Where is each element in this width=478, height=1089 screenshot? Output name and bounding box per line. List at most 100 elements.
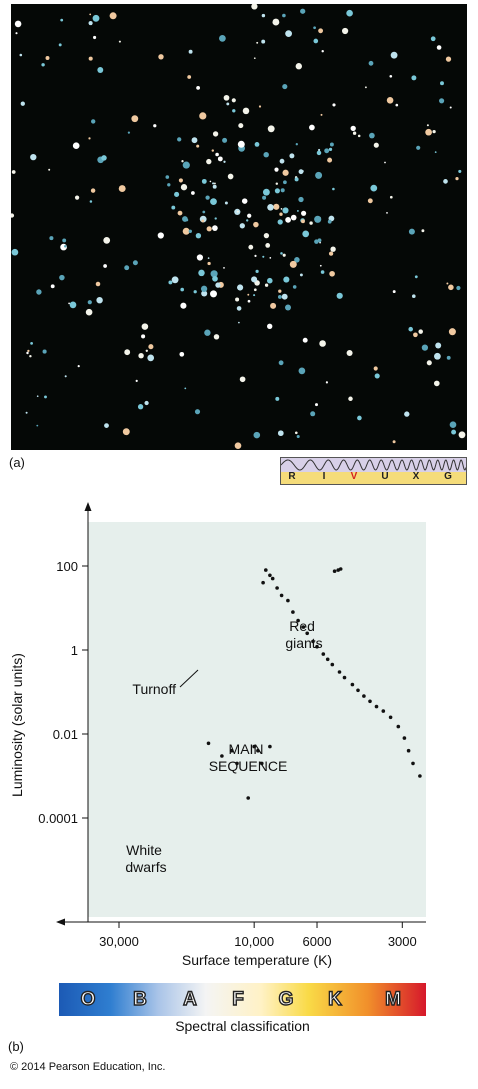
star	[315, 171, 323, 179]
star	[267, 204, 274, 211]
star	[320, 270, 325, 274]
star	[242, 107, 250, 115]
star	[434, 352, 441, 360]
star	[212, 182, 215, 185]
star	[215, 282, 221, 288]
star	[226, 102, 230, 106]
star	[264, 283, 269, 287]
star	[44, 395, 47, 399]
star	[432, 129, 436, 134]
star	[200, 285, 208, 292]
data-point-20	[362, 694, 366, 698]
star	[157, 232, 164, 239]
star	[329, 270, 335, 277]
star	[448, 328, 456, 336]
star	[104, 423, 109, 428]
star	[36, 395, 39, 398]
data-point-28	[411, 761, 415, 766]
star	[318, 148, 321, 152]
star	[320, 113, 323, 116]
data-point-27	[406, 748, 411, 753]
star	[118, 40, 121, 43]
star	[404, 411, 410, 417]
band-x: X	[412, 471, 420, 482]
star	[368, 60, 374, 66]
star	[95, 281, 101, 287]
star	[449, 106, 452, 109]
data-point-33	[206, 741, 211, 746]
star	[282, 207, 289, 214]
star	[14, 20, 22, 28]
star	[280, 208, 283, 210]
star	[180, 184, 188, 191]
star	[48, 168, 51, 171]
star	[234, 442, 242, 450]
star	[274, 188, 280, 194]
star	[15, 32, 18, 35]
star	[103, 264, 107, 268]
star	[289, 260, 297, 268]
data-point-24	[388, 715, 393, 720]
star	[167, 183, 171, 187]
data-point-17	[342, 675, 347, 680]
star	[238, 123, 244, 129]
star	[201, 219, 205, 223]
star	[239, 223, 245, 229]
star	[384, 161, 386, 164]
star	[290, 214, 297, 221]
star	[425, 128, 432, 136]
star	[272, 18, 280, 26]
star	[171, 276, 179, 284]
star	[414, 275, 418, 279]
star	[256, 41, 259, 44]
data-point-41	[268, 744, 272, 749]
star	[278, 360, 284, 366]
star	[386, 212, 388, 214]
star	[11, 248, 19, 256]
star	[332, 103, 336, 107]
star	[292, 285, 297, 289]
band-u: U	[381, 471, 389, 482]
spectral-classification-label: Spectral classification	[175, 1018, 310, 1034]
spectral-color-bar: O B A F G K M	[59, 983, 426, 1016]
spectral-class-f: F	[231, 988, 244, 1010]
star	[246, 219, 249, 222]
x-tick-label-1: 10,000	[234, 934, 274, 949]
star	[238, 321, 240, 324]
data-point-14	[325, 657, 330, 662]
star	[223, 94, 230, 101]
star	[314, 239, 319, 244]
star	[426, 360, 432, 366]
star	[367, 198, 373, 204]
star	[274, 167, 279, 172]
star	[237, 284, 244, 291]
star	[374, 373, 380, 379]
star	[194, 409, 201, 415]
star	[458, 431, 466, 439]
star	[386, 96, 394, 104]
star	[299, 273, 303, 277]
star	[280, 188, 285, 193]
star	[289, 153, 295, 159]
data-point-5	[279, 593, 284, 598]
star	[237, 140, 245, 148]
star	[294, 257, 300, 263]
data-point-9	[301, 625, 306, 629]
star	[248, 244, 254, 250]
star	[317, 238, 322, 243]
star	[11, 170, 16, 174]
star	[188, 49, 193, 54]
spectral-class-g: G	[278, 988, 294, 1010]
star	[390, 51, 398, 59]
star	[191, 191, 195, 195]
star	[313, 26, 316, 30]
star	[178, 178, 183, 183]
star	[443, 179, 448, 184]
star	[62, 238, 67, 243]
star	[282, 84, 288, 90]
star	[301, 170, 304, 173]
star	[141, 334, 146, 339]
star	[389, 74, 393, 78]
star	[85, 308, 93, 316]
star	[254, 142, 260, 147]
